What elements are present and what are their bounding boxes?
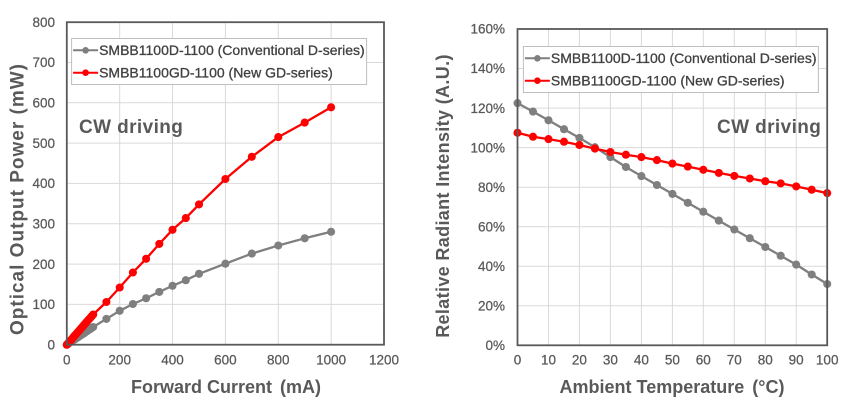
svg-text:1000: 1000 xyxy=(316,353,346,368)
svg-text:160%: 160% xyxy=(470,22,505,37)
svg-text:30: 30 xyxy=(603,353,618,368)
svg-text:50: 50 xyxy=(665,353,680,368)
svg-text:80: 80 xyxy=(758,353,773,368)
svg-text:400: 400 xyxy=(161,353,184,368)
svg-text:SMBB1100D-1100 (Conventional D: SMBB1100D-1100 (Conventional D-series) xyxy=(551,50,817,66)
svg-text:700: 700 xyxy=(32,55,55,70)
svg-text:0: 0 xyxy=(47,337,55,352)
svg-text:CW driving: CW driving xyxy=(717,117,821,138)
svg-text:40%: 40% xyxy=(478,259,505,274)
svg-text:90: 90 xyxy=(789,353,804,368)
svg-text:SMBB1100D-1100 (Conventional D: SMBB1100D-1100 (Conventional D-series) xyxy=(99,42,365,58)
svg-text:100%: 100% xyxy=(470,140,505,155)
svg-text:600: 600 xyxy=(214,353,237,368)
svg-text:800: 800 xyxy=(32,15,55,30)
svg-text:10: 10 xyxy=(541,353,556,368)
svg-text:200: 200 xyxy=(108,353,131,368)
svg-text:0: 0 xyxy=(63,353,71,368)
svg-text:70: 70 xyxy=(727,353,742,368)
svg-text:60%: 60% xyxy=(478,219,505,234)
svg-text:0: 0 xyxy=(514,353,522,368)
svg-text:Ambient Temperature (°C): Ambient Temperature (°C) xyxy=(560,377,785,397)
svg-text:0%: 0% xyxy=(485,338,505,353)
svg-text:600: 600 xyxy=(32,96,55,111)
svg-text:500: 500 xyxy=(32,136,55,151)
svg-text:300: 300 xyxy=(32,217,55,232)
svg-text:Optical Output Power (mW): Optical Output Power (mW) xyxy=(8,63,29,335)
svg-text:200: 200 xyxy=(32,257,55,272)
svg-text:120%: 120% xyxy=(470,101,505,116)
svg-text:Forward Current (mA): Forward Current (mA) xyxy=(131,377,321,397)
svg-text:1200: 1200 xyxy=(369,353,399,368)
svg-text:400: 400 xyxy=(32,176,55,191)
svg-text:140%: 140% xyxy=(470,61,505,76)
svg-text:100: 100 xyxy=(816,353,839,368)
svg-text:800: 800 xyxy=(267,353,290,368)
svg-text:100: 100 xyxy=(32,297,55,312)
svg-text:CW driving: CW driving xyxy=(79,117,183,138)
svg-text:20: 20 xyxy=(572,353,587,368)
svg-text:Relative Radiant Intensity (A.: Relative Radiant Intensity (A.U.) xyxy=(433,54,453,338)
svg-text:40: 40 xyxy=(634,353,649,368)
svg-text:20%: 20% xyxy=(478,299,505,314)
svg-text:SMBB1100GD-1100 (New GD-series: SMBB1100GD-1100 (New GD-series) xyxy=(99,65,333,81)
svg-text:80%: 80% xyxy=(478,180,505,195)
svg-text:60: 60 xyxy=(696,353,711,368)
svg-text:SMBB1100GD-1100 (New GD-series: SMBB1100GD-1100 (New GD-series) xyxy=(551,73,785,89)
